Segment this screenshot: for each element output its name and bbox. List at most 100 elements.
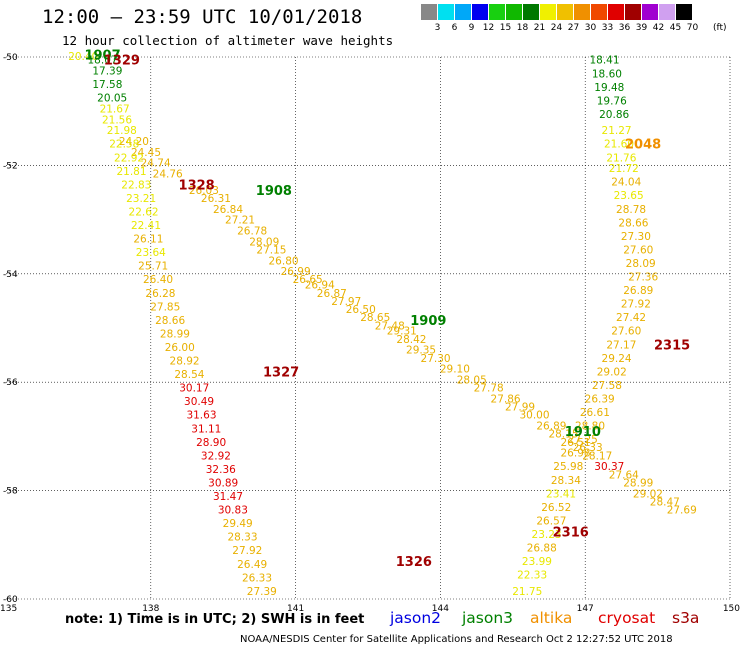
wave-height-value: 28.42 bbox=[396, 334, 426, 346]
color-swatch bbox=[438, 4, 455, 20]
wave-height-value: 21.98 bbox=[107, 125, 137, 137]
wave-height-value: 28.80 bbox=[575, 421, 605, 433]
wave-height-value: 22.41 bbox=[131, 220, 161, 232]
wave-height-value: 17.39 bbox=[92, 66, 122, 78]
wave-height-value: 30.49 bbox=[184, 396, 214, 408]
wave-height-value: 26.33 bbox=[573, 442, 603, 454]
satellite-legend-jason2: jason2 bbox=[390, 609, 442, 627]
wave-height-value: 24.76 bbox=[153, 169, 183, 181]
color-scale-label: 30 bbox=[584, 23, 597, 33]
color-scale-label: 6 bbox=[451, 23, 458, 33]
track-label: 1328 bbox=[179, 178, 215, 193]
color-swatch bbox=[523, 4, 540, 20]
wave-height-value: 28.99 bbox=[623, 477, 653, 489]
wave-height-value: 28.66 bbox=[155, 315, 185, 327]
wave-height-value: 29.35 bbox=[406, 345, 436, 357]
wave-height-value: 27.85 bbox=[150, 301, 180, 313]
color-scale-label: 36 bbox=[618, 23, 631, 33]
wave-height-value: 26.65 bbox=[293, 274, 323, 286]
map-subtitle: 12 hour collection of altimeter wave hei… bbox=[62, 33, 394, 48]
wave-height-value: 27.39 bbox=[247, 586, 277, 598]
lon-tick-label: 144 bbox=[432, 604, 449, 614]
color-swatch bbox=[591, 4, 608, 20]
wave-height-value: 24.45 bbox=[131, 147, 161, 159]
lon-tick-label: 150 bbox=[723, 604, 740, 614]
wave-height-value: 27.99 bbox=[505, 402, 535, 414]
wave-height-value: 27.69 bbox=[667, 505, 697, 517]
wave-height-value: 27.92 bbox=[621, 299, 651, 311]
wave-height-value: 26.31 bbox=[201, 193, 231, 205]
wave-height-value: 26.84 bbox=[213, 204, 243, 216]
wave-height-value: 22.58 bbox=[109, 139, 139, 151]
wave-height-value: 29.31 bbox=[387, 326, 417, 338]
wave-height-value: 23.65 bbox=[614, 190, 644, 202]
wave-height-value: 21.27 bbox=[602, 125, 632, 137]
wave-height-value: 30.83 bbox=[218, 505, 248, 517]
wave-height-value: 28.54 bbox=[174, 369, 204, 381]
satellite-legend-altika: altika bbox=[530, 609, 573, 627]
track-label: 1326 bbox=[396, 555, 432, 570]
wave-height-value: 27.48 bbox=[375, 320, 405, 332]
wave-height-value: 26.49 bbox=[237, 559, 267, 571]
wave-height-value: 23.23 bbox=[532, 529, 562, 541]
wave-height-value: 26.40 bbox=[143, 274, 173, 286]
wave-height-value: 23.64 bbox=[136, 247, 166, 259]
wave-height-value: 28.99 bbox=[160, 328, 190, 340]
color-swatch bbox=[455, 4, 472, 20]
wave-height-value: 30.37 bbox=[594, 461, 624, 473]
wave-height-value: 26.87 bbox=[317, 288, 347, 300]
footer-note: note: 1) Time is in UTC; 2) SWH is in fe… bbox=[65, 612, 365, 627]
color-swatch bbox=[625, 4, 642, 20]
wave-height-value: 30.00 bbox=[519, 410, 549, 422]
wave-height-value: 32.92 bbox=[201, 450, 231, 462]
wave-height-value: 24.74 bbox=[141, 158, 171, 170]
track-label: 1329 bbox=[104, 54, 140, 69]
wave-height-value: 26.51 bbox=[561, 437, 591, 449]
wave-height-value: 23.99 bbox=[522, 556, 552, 568]
wave-height-value: 26.00 bbox=[165, 342, 195, 354]
track-label: 1910 bbox=[565, 425, 601, 440]
wave-height-value: 26.33 bbox=[242, 572, 272, 584]
color-swatch bbox=[472, 4, 489, 20]
lon-tick-label: 138 bbox=[142, 604, 159, 614]
color-swatch bbox=[642, 4, 659, 20]
wave-height-value: 27.30 bbox=[621, 231, 651, 243]
color-swatch bbox=[557, 4, 574, 20]
lat-tick-label: -52 bbox=[3, 161, 18, 171]
credit-line: NOAA/NESDIS Center for Satellite Applica… bbox=[240, 634, 673, 645]
color-swatch bbox=[489, 4, 506, 20]
color-scale-label: 24 bbox=[550, 23, 563, 33]
lon-tick-label: 135 bbox=[0, 604, 17, 614]
wave-height-value: 29.02 bbox=[597, 366, 627, 378]
wave-height-value: 25.71 bbox=[138, 261, 168, 273]
wave-height-value: 26.94 bbox=[305, 280, 335, 292]
wave-height-value: 28.09 bbox=[626, 258, 656, 270]
wave-height-value: 21.72 bbox=[609, 163, 639, 175]
wave-height-value: 28.09 bbox=[249, 236, 279, 248]
wave-height-value: 21.81 bbox=[116, 166, 146, 178]
wave-height-value: 21.56 bbox=[102, 114, 132, 126]
wave-height-value: 27.36 bbox=[628, 272, 658, 284]
lat-tick-label: -50 bbox=[3, 53, 18, 63]
wave-height-value: 31.63 bbox=[186, 410, 216, 422]
wave-height-value: 28.05 bbox=[457, 374, 487, 386]
wave-height-value: 27.15 bbox=[256, 244, 286, 256]
wave-height-value: 27.42 bbox=[616, 312, 646, 324]
wave-height-value: 28.15 bbox=[548, 429, 578, 441]
wave-height-value: 21.76 bbox=[606, 152, 636, 164]
wave-height-value: 26.78 bbox=[237, 225, 267, 237]
color-scale-label: 27 bbox=[567, 23, 580, 33]
track-label: 1327 bbox=[263, 365, 299, 380]
wave-height-value: 28.66 bbox=[618, 217, 648, 229]
wave-height-value: 26.89 bbox=[536, 421, 566, 433]
color-scale-unit: (ft) bbox=[713, 23, 727, 33]
wave-height-value: 19.76 bbox=[597, 95, 627, 107]
wave-height-value: 30.17 bbox=[179, 383, 209, 395]
wave-height-value: 27.92 bbox=[232, 545, 262, 557]
color-swatch bbox=[676, 4, 693, 20]
color-swatch bbox=[574, 4, 591, 20]
wave-height-value: 26.89 bbox=[623, 285, 653, 297]
